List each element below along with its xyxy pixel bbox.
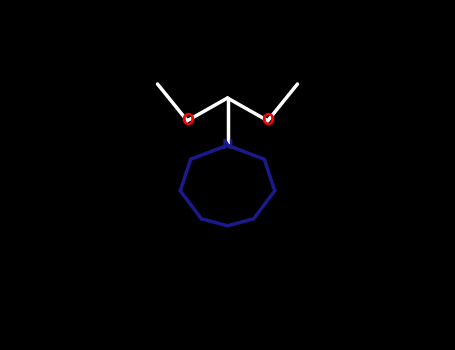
- Text: O: O: [181, 113, 194, 128]
- Text: O: O: [261, 113, 274, 128]
- Text: N: N: [222, 138, 233, 152]
